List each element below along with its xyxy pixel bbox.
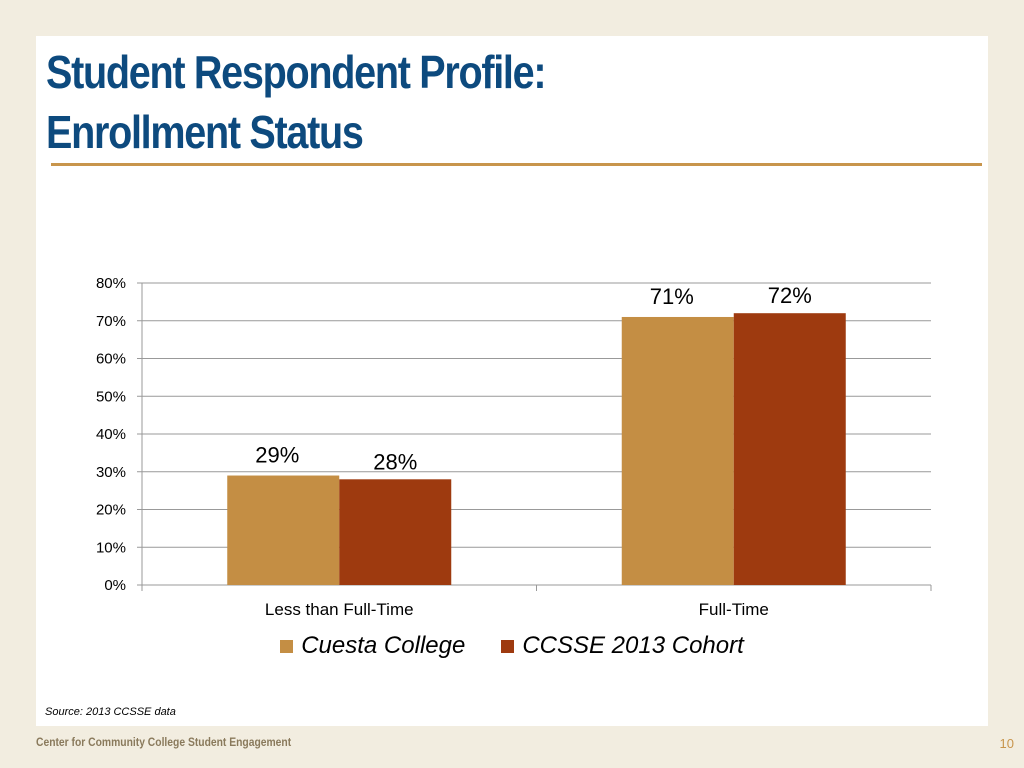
page-number: 10 bbox=[1000, 736, 1014, 751]
y-tick-label: 30% bbox=[96, 464, 126, 481]
y-tick-label: 50% bbox=[96, 388, 126, 405]
legend-label-cohort: CCSSE 2013 Cohort bbox=[522, 632, 743, 660]
y-tick-label: 70% bbox=[96, 313, 126, 330]
y-tick-label: 10% bbox=[96, 539, 126, 556]
data-label: 28% bbox=[373, 449, 417, 474]
data-label: 71% bbox=[650, 284, 694, 309]
data-label: 29% bbox=[255, 443, 299, 468]
y-tick-label: 80% bbox=[96, 275, 126, 292]
legend-item-cuesta: Cuesta College bbox=[280, 632, 465, 660]
y-tick-label: 40% bbox=[96, 426, 126, 443]
legend-label-cuesta: Cuesta College bbox=[301, 632, 465, 660]
bar bbox=[339, 479, 451, 585]
y-tick-label: 60% bbox=[96, 351, 126, 368]
bar bbox=[734, 313, 846, 585]
legend-swatch-cohort bbox=[501, 640, 514, 653]
bar bbox=[622, 317, 734, 585]
chart-legend: Cuesta College CCSSE 2013 Cohort bbox=[0, 632, 1024, 660]
x-category-label: Full-Time bbox=[699, 600, 769, 619]
bar-chart: 0% 10% 20% 30% 40% 50% 60% 70% 80% 29% 28% Less tha… bbox=[0, 0, 1024, 640]
footer-organization: Center for Community College Student Eng… bbox=[36, 735, 291, 749]
legend-swatch-cuesta bbox=[280, 640, 293, 653]
data-label: 72% bbox=[768, 283, 812, 308]
legend-item-cohort: CCSSE 2013 Cohort bbox=[501, 632, 743, 660]
y-tick-label: 20% bbox=[96, 502, 126, 519]
source-note: Source: 2013 CCSSE data bbox=[45, 706, 176, 718]
x-category-label: Less than Full-Time bbox=[265, 600, 414, 619]
bar bbox=[227, 476, 339, 585]
y-tick-label: 0% bbox=[104, 577, 126, 594]
